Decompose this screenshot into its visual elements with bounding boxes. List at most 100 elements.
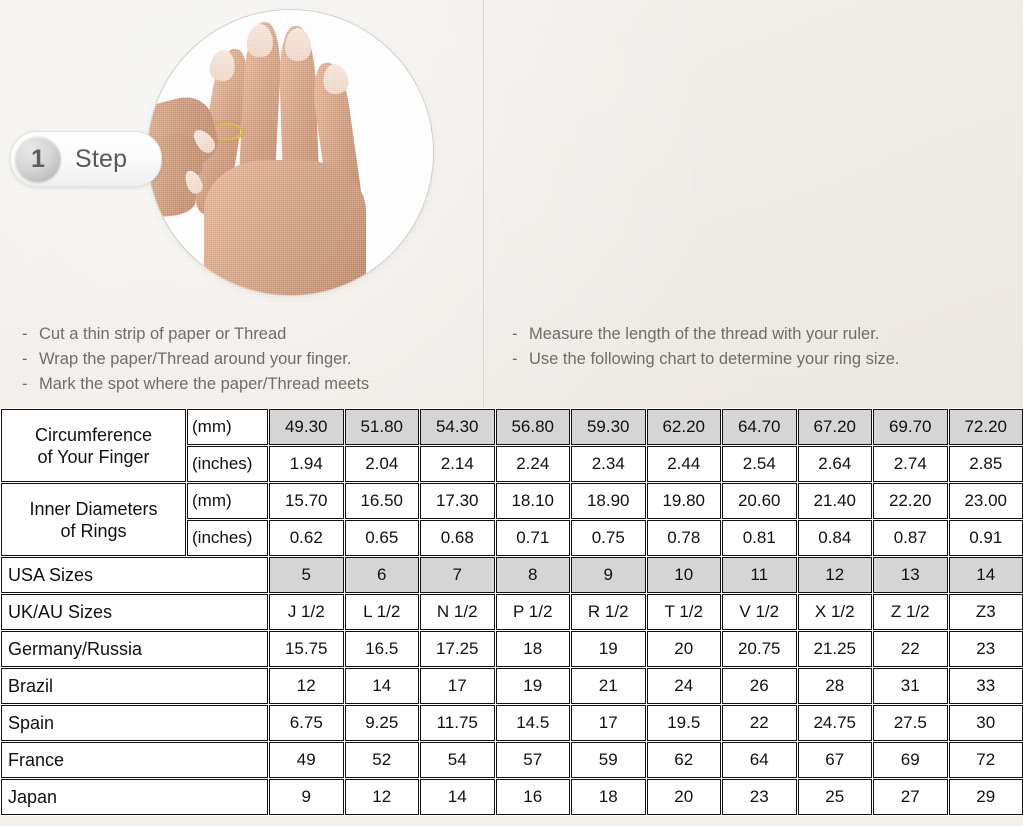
cell: 67 [796,741,873,779]
cell: 9 [268,778,345,816]
cell: 2.54 [721,445,798,483]
cell: 20.60 [721,482,798,520]
cell: 12 [796,556,873,594]
cell: 18 [570,778,647,816]
row-label-uk-au: UK/AU Sizes [0,593,269,631]
cell: 33 [947,667,1023,705]
cell: 25 [796,778,873,816]
row-label-inner-diameter: Inner Diameters of Rings [0,482,187,557]
cell: 24 [645,667,722,705]
bullet-dash-icon: - [22,325,28,343]
row-label-line: Inner Diameters [29,498,158,519]
table-row: France 49 52 54 57 59 62 64 67 69 72 [0,741,1023,779]
cell: 30 [947,704,1023,742]
instruction-line: - Measure the length of the thread with … [512,322,900,347]
cell: 19.80 [645,482,722,520]
cell: 27.5 [872,704,949,742]
cell: 19 [570,630,647,668]
cell: 59.30 [570,408,647,446]
unit-mm: (mm) [186,408,269,446]
cell: Z3 [947,593,1023,631]
cell: 14 [343,667,420,705]
cell: Z 1/2 [872,593,949,631]
row-label-japan: Japan [0,778,269,816]
cell: 0.84 [796,519,873,557]
cell: 19.5 [645,704,722,742]
cell: X 1/2 [796,593,873,631]
cell: 6.75 [268,704,345,742]
cell: 22 [872,630,949,668]
row-label-brazil: Brazil [0,667,269,705]
cell: 11.75 [419,704,496,742]
cell: 62 [645,741,722,779]
row-label-line: of Rings [60,520,127,541]
cell: 2.24 [494,445,571,483]
cell: 27 [872,778,949,816]
cell: 72.20 [947,408,1023,446]
cell: 6 [343,556,420,594]
row-label-france: France [0,741,269,779]
cell: J 1/2 [268,593,345,631]
cell: 17 [570,704,647,742]
cell: R 1/2 [570,593,647,631]
instruction-text: Mark the spot where the paper/Thread mee… [39,375,370,393]
cell: 54 [419,741,496,779]
table-row: Inner Diameters of Rings (mm) 15.70 16.5… [0,482,1023,557]
cell: 69 [872,741,949,779]
instruction-text: Wrap the paper/Thread around your finger… [39,350,352,368]
table-row: Japan 9 12 14 16 18 20 23 25 27 29 [0,778,1023,816]
cell: P 1/2 [494,593,571,631]
instruction-line: - Use the following chart to determine y… [512,347,900,372]
cell: 17.30 [419,482,496,520]
hand-illustration [148,10,433,295]
table-row: Germany/Russia 15.75 16.5 17.25 18 19 20… [0,630,1023,668]
cell: 12 [268,667,345,705]
cell: 16 [494,778,571,816]
cell: 64 [721,741,798,779]
step-2-panel: 1 2 3 2 Step - Measure the length of the… [484,0,1023,408]
cell: 49.30 [268,408,345,446]
panel-divider [483,0,484,408]
row-label-germany-russia: Germany/Russia [0,630,269,668]
step-2-instructions: - Measure the length of the thread with … [512,322,900,372]
cell: N 1/2 [419,593,496,631]
cell: 23 [721,778,798,816]
cell: 0.78 [645,519,722,557]
cell: 12 [343,778,420,816]
cell: 14 [947,556,1023,594]
instruction-text: Cut a thin strip of paper or Thread [39,325,287,343]
cell: 29 [947,778,1023,816]
ring-size-table: Circumference of Your Finger (mm) 49.30 … [0,408,1023,816]
cell: 57 [494,741,571,779]
instruction-line: - Wrap the paper/Thread around your fing… [22,347,369,372]
cell: 0.75 [570,519,647,557]
cell: 5 [268,556,345,594]
table-row: Spain 6.75 9.25 11.75 14.5 17 19.5 22 24… [0,704,1023,742]
bullet-dash-icon: - [512,350,518,368]
table-row: UK/AU Sizes J 1/2 L 1/2 N 1/2 P 1/2 R 1/… [0,593,1023,631]
cell: 22 [721,704,798,742]
row-label-line: of Your Finger [37,446,150,467]
step-1-number: 1 [15,136,61,182]
cell: 23.00 [947,482,1023,520]
cell: 9 [570,556,647,594]
cell: 51.80 [343,408,420,446]
cell: 15.75 [268,630,345,668]
cell: 21.40 [796,482,873,520]
cell: 14.5 [494,704,571,742]
step-1-badge: 1 Step [10,131,163,187]
unit-inches: (inches) [186,519,269,557]
cell: 17 [419,667,496,705]
cell: 2.85 [947,445,1023,483]
cell: 11 [721,556,798,594]
cell: 16.50 [343,482,420,520]
cell: 49 [268,741,345,779]
instruction-line: - Mark the spot where the paper/Thread m… [22,372,369,397]
cell: 31 [872,667,949,705]
cell: 62.20 [645,408,722,446]
cell: 28 [796,667,873,705]
bullet-dash-icon: - [22,375,28,393]
cell: 21.25 [796,630,873,668]
cell: 72 [947,741,1023,779]
table-row: Circumference of Your Finger (mm) 49.30 … [0,408,1023,483]
